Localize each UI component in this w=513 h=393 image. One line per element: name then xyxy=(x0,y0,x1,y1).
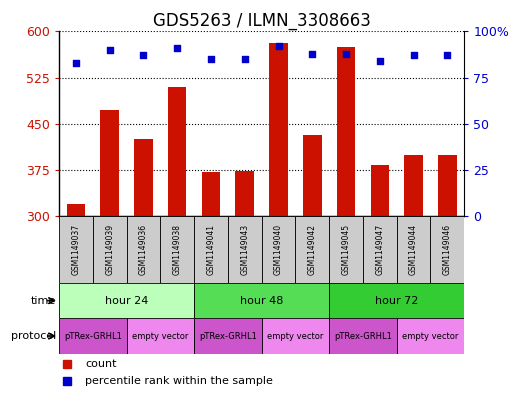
Text: protocol: protocol xyxy=(11,331,56,341)
Text: GSM1149041: GSM1149041 xyxy=(206,224,215,275)
Bar xyxy=(160,216,194,283)
Text: GSM1149044: GSM1149044 xyxy=(409,224,418,275)
Bar xyxy=(370,165,389,216)
Bar xyxy=(127,216,160,283)
Text: percentile rank within the sample: percentile rank within the sample xyxy=(85,376,273,386)
Text: time: time xyxy=(31,296,56,306)
Point xyxy=(173,45,181,51)
Point xyxy=(241,56,249,62)
Text: GSM1149040: GSM1149040 xyxy=(274,224,283,275)
Text: GSM1149038: GSM1149038 xyxy=(173,224,182,275)
Point xyxy=(308,50,317,57)
Title: GDS5263 / ILMN_3308663: GDS5263 / ILMN_3308663 xyxy=(153,12,370,30)
Bar xyxy=(363,216,397,283)
Text: empty vector: empty vector xyxy=(132,332,188,340)
Bar xyxy=(329,283,464,318)
Bar xyxy=(303,135,322,216)
Bar xyxy=(397,318,464,354)
Point xyxy=(106,47,114,53)
Point xyxy=(443,52,451,59)
Point xyxy=(376,58,384,64)
Bar xyxy=(269,42,288,216)
Bar xyxy=(127,318,194,354)
Text: GSM1149036: GSM1149036 xyxy=(139,224,148,275)
Text: GSM1149045: GSM1149045 xyxy=(342,224,350,275)
Text: GSM1149039: GSM1149039 xyxy=(105,224,114,275)
Bar xyxy=(194,318,262,354)
Bar xyxy=(235,171,254,216)
Bar xyxy=(337,47,356,216)
Bar xyxy=(67,204,85,216)
Point xyxy=(207,56,215,62)
Bar xyxy=(134,139,153,216)
Bar xyxy=(295,216,329,283)
Point xyxy=(140,52,148,59)
Text: hour 48: hour 48 xyxy=(240,296,283,306)
Bar xyxy=(329,216,363,283)
Bar xyxy=(262,318,329,354)
Bar xyxy=(101,110,119,216)
Bar xyxy=(194,283,329,318)
Bar xyxy=(438,154,457,216)
Point xyxy=(72,60,80,66)
Bar xyxy=(404,154,423,216)
Bar xyxy=(168,87,187,216)
Text: GSM1149042: GSM1149042 xyxy=(308,224,317,275)
Bar xyxy=(430,216,464,283)
Text: GSM1149043: GSM1149043 xyxy=(240,224,249,275)
Text: pTRex-GRHL1: pTRex-GRHL1 xyxy=(199,332,257,340)
Bar xyxy=(93,216,127,283)
Point xyxy=(342,50,350,57)
Bar xyxy=(59,216,93,283)
Text: GSM1149037: GSM1149037 xyxy=(71,224,81,275)
Bar xyxy=(262,216,295,283)
Bar xyxy=(194,216,228,283)
Text: GSM1149047: GSM1149047 xyxy=(376,224,384,275)
Text: pTRex-GRHL1: pTRex-GRHL1 xyxy=(64,332,122,340)
Point xyxy=(409,52,418,59)
Bar xyxy=(228,216,262,283)
Point xyxy=(274,43,283,50)
Text: empty vector: empty vector xyxy=(267,332,324,340)
Bar xyxy=(202,172,220,216)
Text: GSM1149046: GSM1149046 xyxy=(443,224,452,275)
Bar xyxy=(397,216,430,283)
Text: hour 72: hour 72 xyxy=(375,296,419,306)
Text: pTRex-GRHL1: pTRex-GRHL1 xyxy=(334,332,392,340)
Text: hour 24: hour 24 xyxy=(105,296,148,306)
Bar xyxy=(59,318,127,354)
Bar xyxy=(329,318,397,354)
Bar xyxy=(59,283,194,318)
Text: count: count xyxy=(85,358,117,369)
Text: empty vector: empty vector xyxy=(402,332,459,340)
